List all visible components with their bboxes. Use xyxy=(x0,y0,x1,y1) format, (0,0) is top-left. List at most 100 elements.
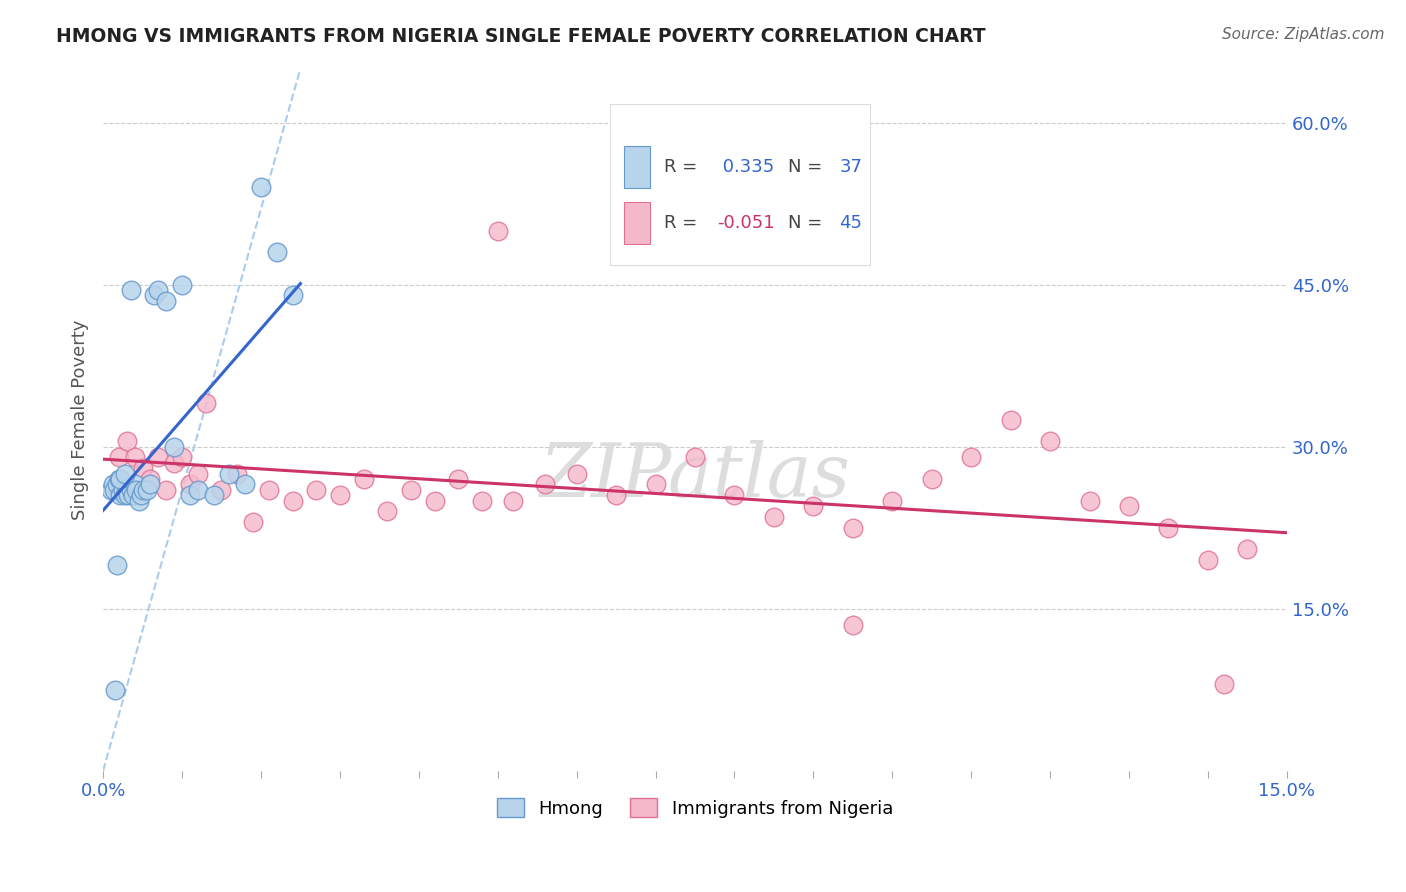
Point xyxy=(187,467,209,481)
Point xyxy=(104,682,127,697)
Point xyxy=(1157,521,1180,535)
Legend: Hmong, Immigrants from Nigeria: Hmong, Immigrants from Nigeria xyxy=(489,791,900,825)
Point xyxy=(762,509,785,524)
Point xyxy=(131,461,153,475)
Point xyxy=(329,488,352,502)
Point xyxy=(100,483,122,497)
Point xyxy=(644,477,666,491)
Point xyxy=(139,472,162,486)
Point xyxy=(155,483,177,497)
Text: R =: R = xyxy=(664,158,703,176)
Text: 0.335: 0.335 xyxy=(717,158,775,176)
Point xyxy=(423,493,446,508)
Point xyxy=(122,488,145,502)
Point xyxy=(565,467,588,481)
Point xyxy=(921,472,943,486)
Point xyxy=(218,467,240,481)
Point xyxy=(105,477,128,491)
Point xyxy=(114,488,136,502)
Point xyxy=(1118,499,1140,513)
Point xyxy=(266,245,288,260)
Point xyxy=(120,283,142,297)
Point xyxy=(202,488,225,502)
Point xyxy=(1078,493,1101,508)
FancyBboxPatch shape xyxy=(624,202,650,244)
Point xyxy=(257,483,280,497)
Point xyxy=(226,467,249,481)
Point xyxy=(1039,434,1062,449)
Point xyxy=(111,483,134,497)
Point xyxy=(105,558,128,573)
Point xyxy=(1236,542,1258,557)
Point xyxy=(163,440,186,454)
Point xyxy=(233,477,256,491)
Point xyxy=(135,483,157,497)
Text: HMONG VS IMMIGRANTS FROM NIGERIA SINGLE FEMALE POVERTY CORRELATION CHART: HMONG VS IMMIGRANTS FROM NIGERIA SINGLE … xyxy=(56,27,986,45)
Point xyxy=(447,472,470,486)
Point xyxy=(723,488,745,502)
Text: R =: R = xyxy=(664,214,703,232)
Text: N =: N = xyxy=(789,158,828,176)
Point xyxy=(115,483,138,497)
Point xyxy=(471,493,494,508)
Point xyxy=(1000,412,1022,426)
Point xyxy=(801,499,824,513)
Text: Source: ZipAtlas.com: Source: ZipAtlas.com xyxy=(1222,27,1385,42)
Point xyxy=(170,450,193,465)
Point xyxy=(242,515,264,529)
Point xyxy=(281,288,304,302)
Point xyxy=(148,283,170,297)
Point xyxy=(683,450,706,465)
Point xyxy=(139,477,162,491)
Point xyxy=(960,450,983,465)
Point xyxy=(211,483,233,497)
Point xyxy=(179,477,201,491)
Y-axis label: Single Female Poverty: Single Female Poverty xyxy=(72,319,89,520)
Text: 45: 45 xyxy=(839,214,862,232)
Point xyxy=(143,288,166,302)
Point xyxy=(353,472,375,486)
Point xyxy=(110,472,132,486)
Text: 37: 37 xyxy=(839,158,862,176)
Point xyxy=(187,483,209,497)
Text: -0.051: -0.051 xyxy=(717,214,775,232)
FancyBboxPatch shape xyxy=(610,103,870,265)
Point xyxy=(103,483,125,497)
Point xyxy=(605,488,627,502)
Point xyxy=(148,450,170,465)
Point xyxy=(502,493,524,508)
Text: N =: N = xyxy=(789,214,828,232)
Point xyxy=(110,488,132,502)
Point xyxy=(1212,677,1234,691)
Point xyxy=(115,434,138,449)
Point xyxy=(155,293,177,308)
Point xyxy=(170,277,193,292)
Point xyxy=(305,483,328,497)
Point xyxy=(117,488,139,502)
Point xyxy=(842,521,865,535)
Point xyxy=(534,477,557,491)
Point xyxy=(1197,553,1219,567)
Point xyxy=(129,488,152,502)
Point xyxy=(124,477,146,491)
Point xyxy=(108,472,131,486)
Point xyxy=(375,504,398,518)
Text: ZIPatlas: ZIPatlas xyxy=(540,440,851,512)
Point xyxy=(842,618,865,632)
Point xyxy=(114,467,136,481)
Point xyxy=(163,456,186,470)
Point xyxy=(194,396,217,410)
Point xyxy=(108,450,131,465)
Point xyxy=(250,180,273,194)
Point xyxy=(124,450,146,465)
Point xyxy=(882,493,904,508)
Point xyxy=(101,477,124,491)
Point xyxy=(399,483,422,497)
FancyBboxPatch shape xyxy=(624,145,650,188)
Point xyxy=(281,493,304,508)
Point xyxy=(486,223,509,237)
Point xyxy=(179,488,201,502)
Point xyxy=(128,493,150,508)
Point xyxy=(125,483,148,497)
Point xyxy=(131,483,153,497)
